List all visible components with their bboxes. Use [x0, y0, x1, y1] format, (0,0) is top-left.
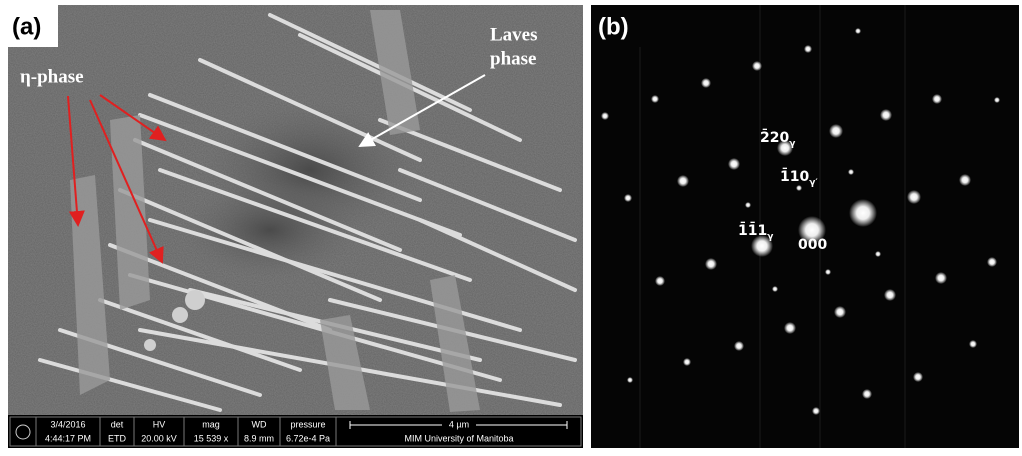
spot-sub: γ [789, 139, 795, 149]
info-text: det [111, 419, 124, 429]
info-text: 6.72e-4 Pa [286, 433, 330, 443]
eta-label: η-phase [20, 66, 84, 87]
info-text: 4:44:17 PM [45, 433, 91, 443]
laves-label: phase [490, 48, 536, 69]
page: (a) η-phase Laves phase 3/4/2016 4:44:17… [0, 0, 1022, 451]
info-text: 15 539 x [194, 433, 229, 443]
panel-label: (b) [598, 13, 629, 40]
info-bar: 3/4/2016 4:44:17 PM det ETD HV 20.00 kV … [8, 415, 583, 448]
info-text: mag [202, 419, 220, 429]
spot-index: 2̄20 [760, 127, 789, 146]
figure: (a) η-phase Laves phase 3/4/2016 4:44:17… [0, 0, 1022, 451]
info-text: 3/4/2016 [50, 419, 85, 429]
info-text: ETD [108, 433, 127, 443]
info-text: 8.9 mm [244, 433, 274, 443]
info-text: MIM University of Manitoba [404, 433, 513, 443]
info-text: WD [252, 419, 267, 429]
spot-index: 1̄1̄1 [738, 220, 767, 239]
scale-bar-label: 4 µm [449, 419, 469, 429]
diffraction-pattern [591, 5, 1019, 448]
info-text: 20.00 kV [141, 433, 177, 443]
spot-label: 000 [798, 237, 827, 253]
spot-index: 1̄10 [780, 166, 809, 185]
info-text: HV [153, 419, 166, 429]
info-text: pressure [290, 419, 325, 429]
spot-sub: γ [767, 232, 773, 242]
laves-label: Laves [490, 24, 538, 45]
panel-label: (a) [12, 13, 41, 40]
spot-sub: γ′ [809, 178, 818, 188]
